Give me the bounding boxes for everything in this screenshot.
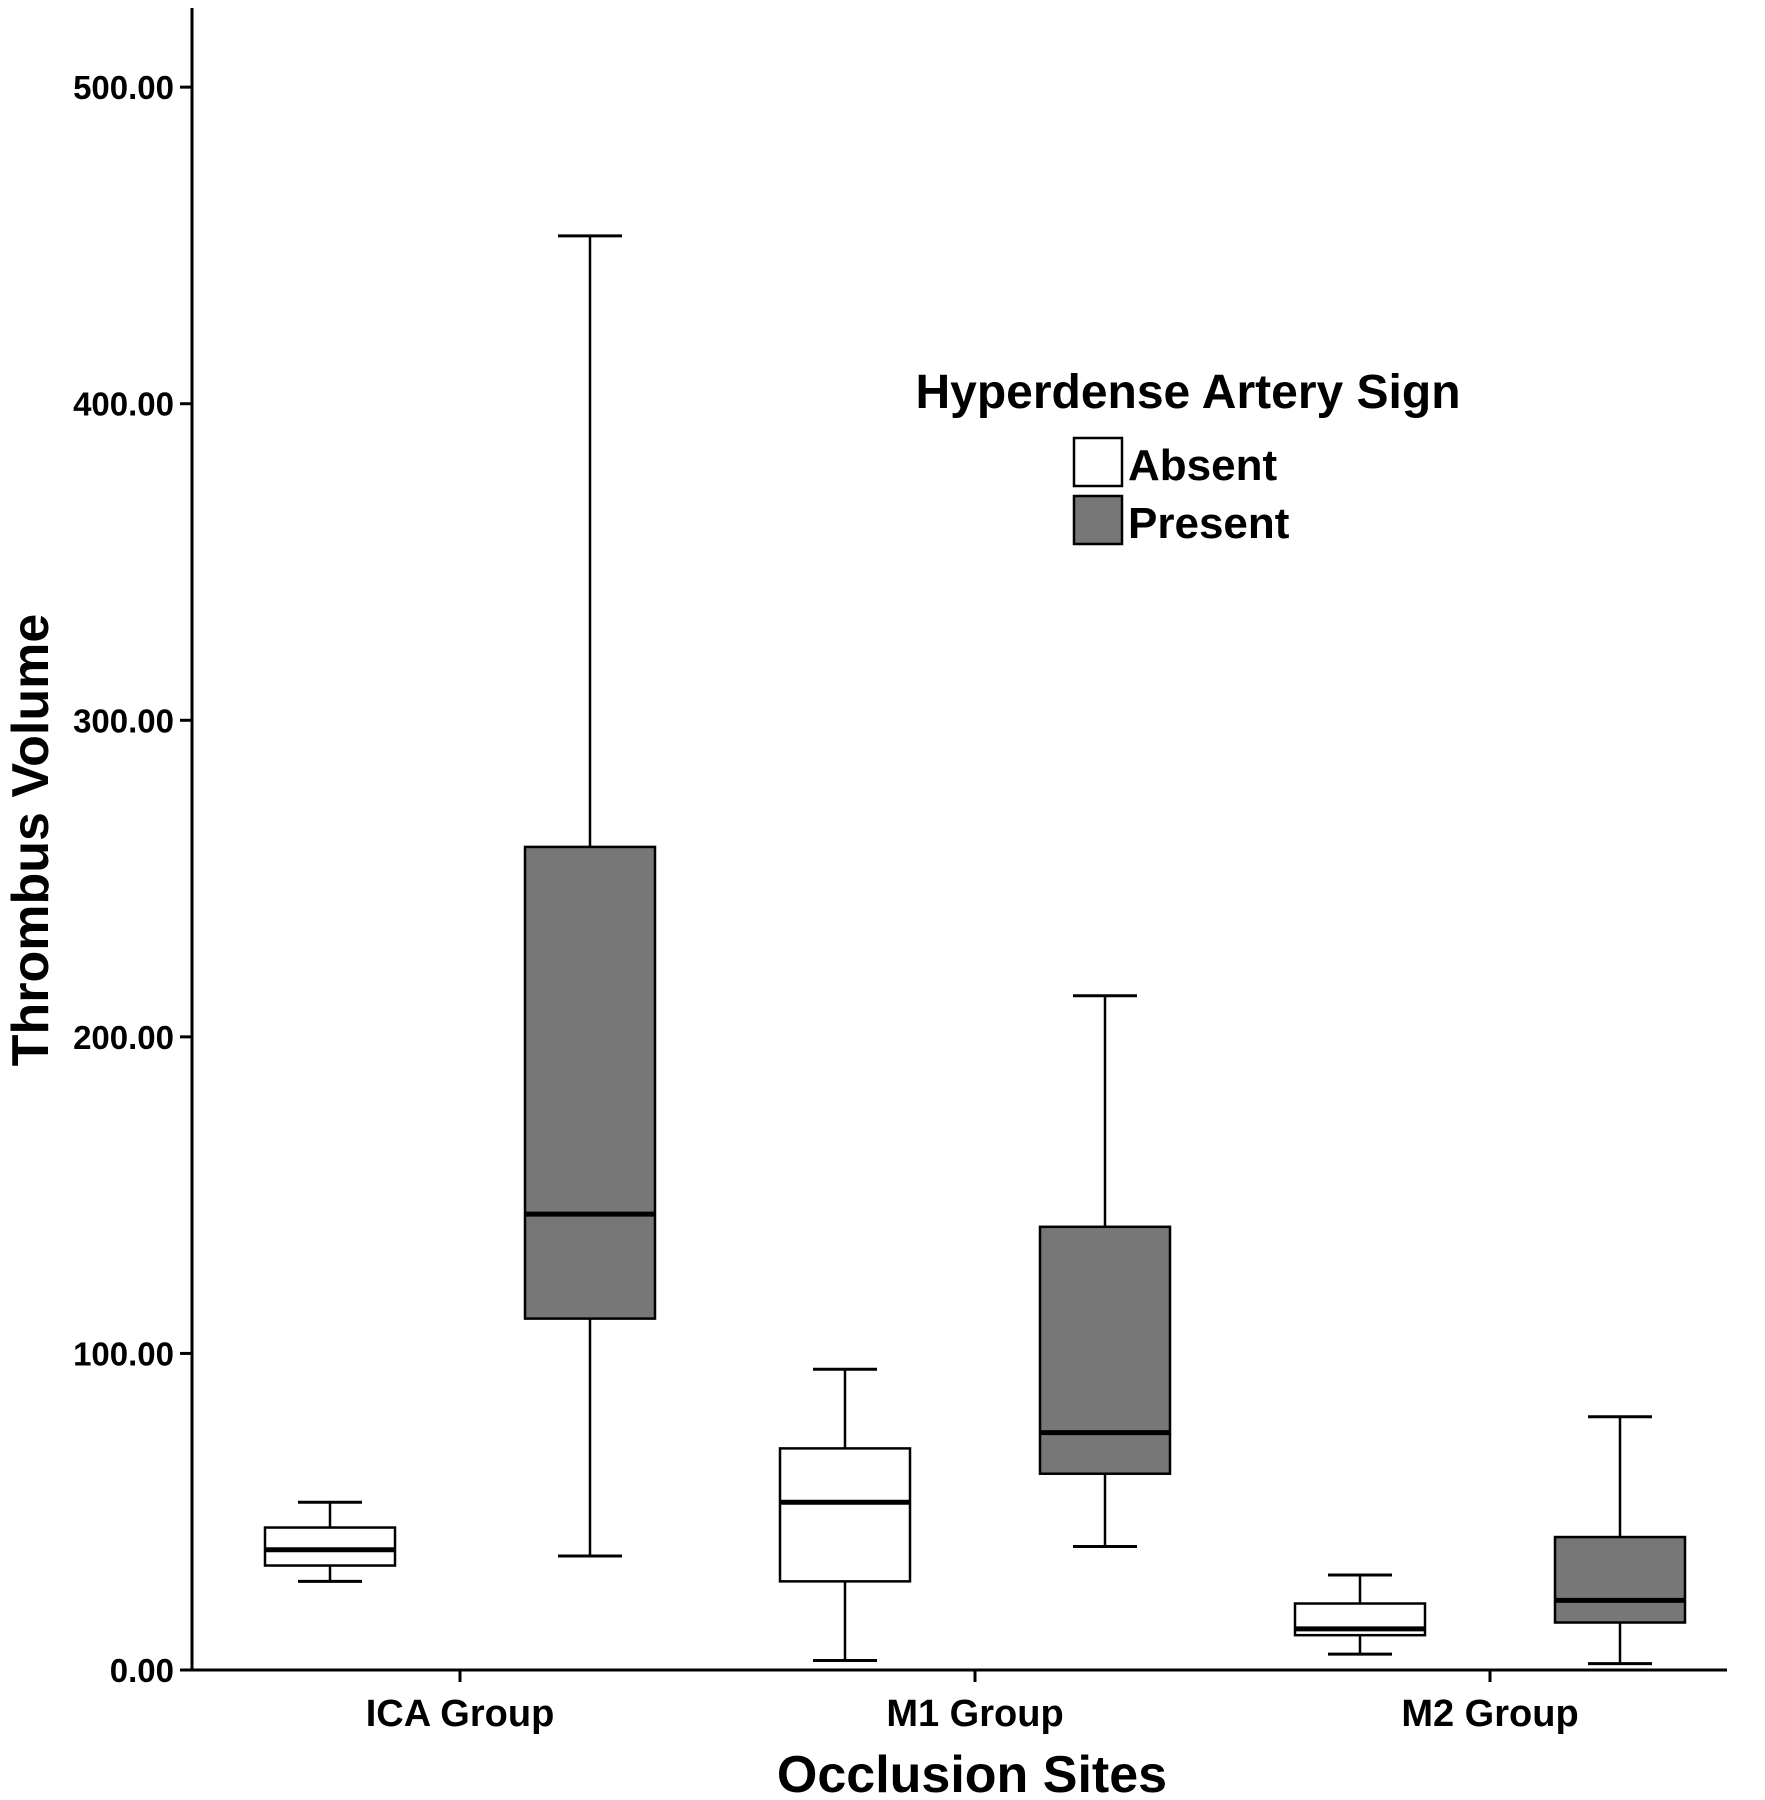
y-tick-label: 300.00 [73, 702, 174, 739]
iqr-box [523, 845, 657, 1320]
x-axis-ticks: ICA Group M1 Group M2 Group [366, 1670, 1579, 1735]
legend-label-absent: Absent [1128, 441, 1277, 490]
iqr-box [778, 1447, 912, 1583]
y-axis-title: Thrombus Volume [2, 614, 60, 1067]
iqr-box [1038, 1225, 1172, 1475]
y-tick-label: 100.00 [73, 1335, 174, 1372]
y-axis-ticks: 0.00 100.00 200.00 300.00 400.00 500.00 [73, 69, 192, 1689]
legend-swatch-present [1072, 494, 1124, 546]
box-present [523, 234, 657, 1558]
box-series [263, 234, 1687, 1666]
x-tick-label: ICA Group [366, 1693, 555, 1735]
legend: Hyperdense Artery Sign Absent Present [915, 366, 1460, 548]
x-tick-label: M1 Group [886, 1693, 1063, 1735]
box-present [1038, 994, 1172, 1549]
y-tick-label: 0.00 [110, 1652, 174, 1689]
y-tick-label: 400.00 [73, 386, 174, 423]
iqr-box [263, 1526, 397, 1567]
legend-title: Hyperdense Artery Sign [915, 366, 1460, 419]
box-present [1553, 1415, 1687, 1666]
iqr-box [1553, 1535, 1687, 1624]
box-absent [778, 1367, 912, 1663]
box-absent [263, 1500, 397, 1583]
x-tick-label: M2 Group [1401, 1693, 1578, 1735]
y-tick-label: 500.00 [73, 69, 174, 106]
x-axis-title: Occlusion Sites [777, 1746, 1167, 1800]
plot-area: 0.00 100.00 200.00 300.00 400.00 500.00 ICA G… [73, 8, 1727, 1735]
legend-label-present: Present [1128, 499, 1290, 548]
box-absent [1293, 1573, 1427, 1656]
legend-swatch-absent [1072, 436, 1124, 488]
y-tick-label: 200.00 [73, 1019, 174, 1056]
